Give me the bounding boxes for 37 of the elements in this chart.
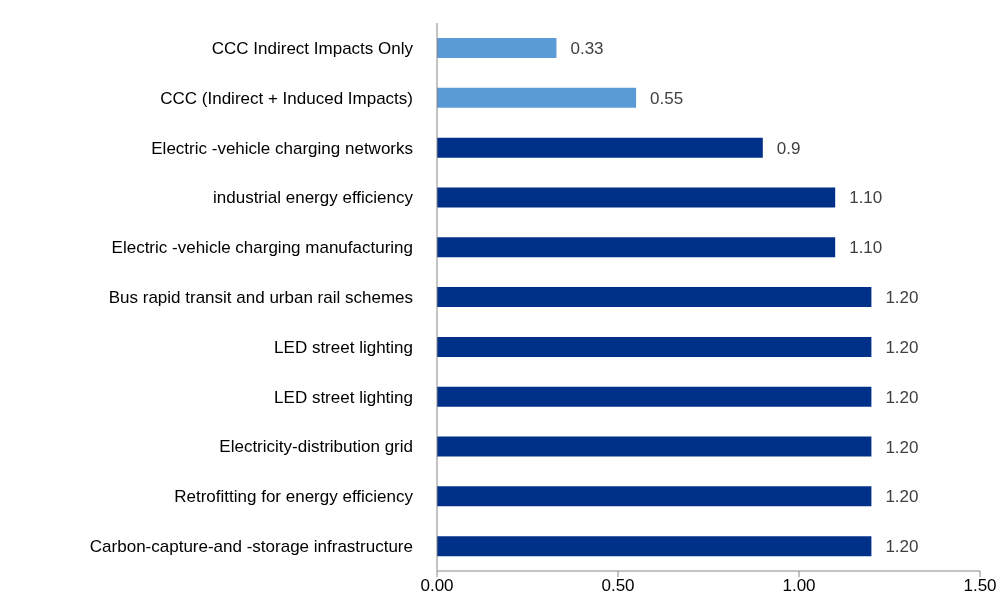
bar	[437, 336, 872, 357]
bar	[437, 187, 836, 208]
data-label: 1.20	[885, 437, 919, 457]
bar	[437, 436, 872, 457]
data-label: 1.20	[885, 537, 919, 557]
y-tick-label: LED street lighting	[274, 387, 413, 407]
x-tick-label: 1.50	[963, 576, 997, 596]
data-label: 1.20	[885, 487, 919, 507]
y-tick-label: industrial energy efficiency	[212, 188, 414, 208]
data-label: 1.20	[885, 387, 919, 407]
y-tick-label: Retrofitting for energy efficiency	[174, 487, 414, 507]
bar	[437, 386, 872, 407]
y-tick-label: Bus rapid transit and urban rail schemes	[108, 288, 413, 308]
bar	[437, 237, 836, 258]
y-tick-label: Carbon-capture-and -storage infrastructure	[89, 537, 413, 557]
bar	[437, 486, 872, 507]
data-label: 0.9	[776, 138, 801, 158]
data-label: 0.33	[570, 39, 604, 59]
data-label: 1.10	[849, 238, 883, 258]
x-tick-label: 1.00	[782, 576, 816, 596]
y-tick-label: LED street lighting	[274, 337, 413, 357]
y-tick-label: Electric -vehicle charging networks	[151, 138, 413, 158]
bar	[437, 287, 872, 308]
data-label: 1.10	[849, 188, 883, 208]
y-tick-label: CCC Indirect Impacts Only	[211, 38, 414, 58]
bar	[437, 38, 557, 58]
y-tick-label: CCC (Indirect + Induced Impacts)	[160, 88, 413, 108]
y-tick-label: Electricity-distribution grid	[219, 437, 413, 457]
x-tick-label: 0.00	[420, 576, 454, 596]
data-label: 0.55	[650, 88, 684, 108]
x-tick-label: 0.50	[601, 576, 635, 596]
bar	[437, 536, 872, 557]
bar	[437, 137, 763, 158]
data-label: 1.20	[885, 288, 919, 308]
data-label: 1.20	[885, 337, 919, 357]
y-tick-label: Electric -vehicle charging manufacturing	[111, 238, 413, 258]
bar	[437, 87, 637, 108]
